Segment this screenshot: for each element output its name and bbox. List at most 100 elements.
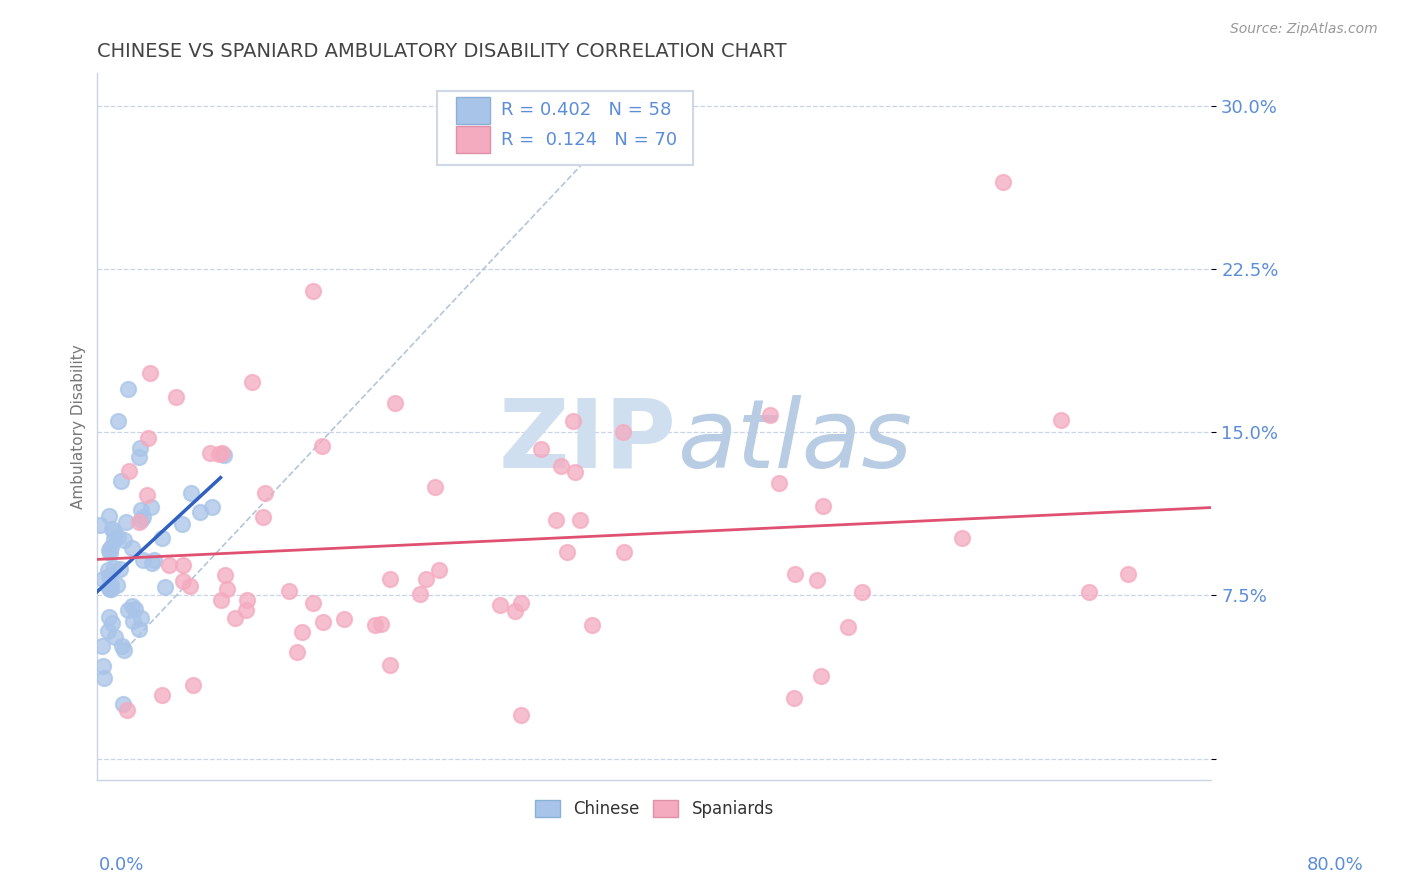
Point xyxy=(121,599,143,613)
Point xyxy=(188,504,211,518)
Point xyxy=(1116,566,1139,581)
Point xyxy=(91,572,114,586)
Point xyxy=(104,630,127,644)
Point xyxy=(139,366,162,380)
Point xyxy=(581,617,603,632)
Point xyxy=(136,431,159,445)
Point xyxy=(503,604,526,618)
Point xyxy=(768,475,790,490)
Y-axis label: Ambulatory Disability: Ambulatory Disability xyxy=(72,344,86,509)
Point xyxy=(141,556,163,570)
Point xyxy=(240,375,263,389)
Point xyxy=(122,614,145,628)
Point xyxy=(224,611,246,625)
Point xyxy=(141,500,163,514)
Point xyxy=(291,624,314,639)
Point xyxy=(277,583,299,598)
Point xyxy=(235,602,257,616)
Point xyxy=(128,441,150,455)
Point xyxy=(100,582,122,597)
Point xyxy=(100,540,122,554)
Point xyxy=(111,698,134,712)
Point xyxy=(254,485,277,500)
Point xyxy=(311,439,333,453)
Point xyxy=(121,541,143,555)
Point xyxy=(236,593,259,607)
Point xyxy=(150,688,173,702)
Point xyxy=(409,587,432,601)
Point xyxy=(509,708,531,723)
Point xyxy=(101,616,124,631)
Point xyxy=(172,558,194,573)
Point xyxy=(370,617,392,632)
Point xyxy=(170,516,193,531)
Point xyxy=(90,639,112,653)
Point xyxy=(380,572,402,586)
Point xyxy=(201,500,224,514)
Text: ZIP: ZIP xyxy=(499,394,676,488)
Point xyxy=(333,612,356,626)
Point xyxy=(97,563,120,577)
Point xyxy=(423,480,446,494)
Point xyxy=(117,382,139,396)
Text: 80.0%: 80.0% xyxy=(1308,856,1364,874)
Point xyxy=(110,474,132,488)
Point xyxy=(783,566,806,581)
Point xyxy=(550,459,572,474)
Point xyxy=(415,572,437,586)
Point xyxy=(568,513,591,527)
Point xyxy=(837,620,859,634)
Point xyxy=(1078,584,1101,599)
Point xyxy=(103,524,125,539)
Point xyxy=(214,567,236,582)
Point xyxy=(112,533,135,548)
Point xyxy=(108,562,131,576)
Point xyxy=(111,639,134,653)
Point xyxy=(98,580,121,594)
Point xyxy=(806,573,828,587)
Point xyxy=(950,531,973,545)
Point xyxy=(98,582,121,596)
Point xyxy=(107,414,129,428)
Point xyxy=(555,545,578,559)
Point xyxy=(98,509,121,524)
Text: CHINESE VS SPANIARD AMBULATORY DISABILITY CORRELATION CHART: CHINESE VS SPANIARD AMBULATORY DISABILIT… xyxy=(97,42,787,61)
Point xyxy=(427,563,450,577)
Point xyxy=(112,643,135,657)
Point xyxy=(129,502,152,516)
Point xyxy=(564,465,586,479)
FancyBboxPatch shape xyxy=(456,96,489,124)
Point xyxy=(143,553,166,567)
Point xyxy=(488,598,510,612)
Point xyxy=(118,464,141,478)
FancyBboxPatch shape xyxy=(437,91,693,165)
Point xyxy=(98,569,121,583)
Point xyxy=(208,447,231,461)
Point xyxy=(200,446,222,460)
Point xyxy=(810,669,832,683)
Legend: Chinese, Spaniards: Chinese, Spaniards xyxy=(529,794,780,825)
Point xyxy=(132,509,155,524)
Point xyxy=(612,425,634,439)
Point xyxy=(364,618,387,632)
Point xyxy=(98,582,121,597)
Point xyxy=(312,615,335,630)
Point xyxy=(811,499,834,513)
Point xyxy=(209,593,232,607)
Text: atlas: atlas xyxy=(676,394,911,488)
Point xyxy=(97,624,120,639)
Point xyxy=(128,450,150,464)
Text: Source: ZipAtlas.com: Source: ZipAtlas.com xyxy=(1230,22,1378,37)
Point xyxy=(165,390,187,404)
Point xyxy=(181,678,204,692)
Point xyxy=(128,515,150,529)
Point xyxy=(285,645,308,659)
Point xyxy=(132,553,155,567)
Point xyxy=(252,509,274,524)
Point xyxy=(991,175,1014,189)
Point xyxy=(544,513,567,527)
Point xyxy=(128,623,150,637)
Point xyxy=(211,446,233,460)
Point xyxy=(510,596,533,610)
Point xyxy=(179,579,201,593)
